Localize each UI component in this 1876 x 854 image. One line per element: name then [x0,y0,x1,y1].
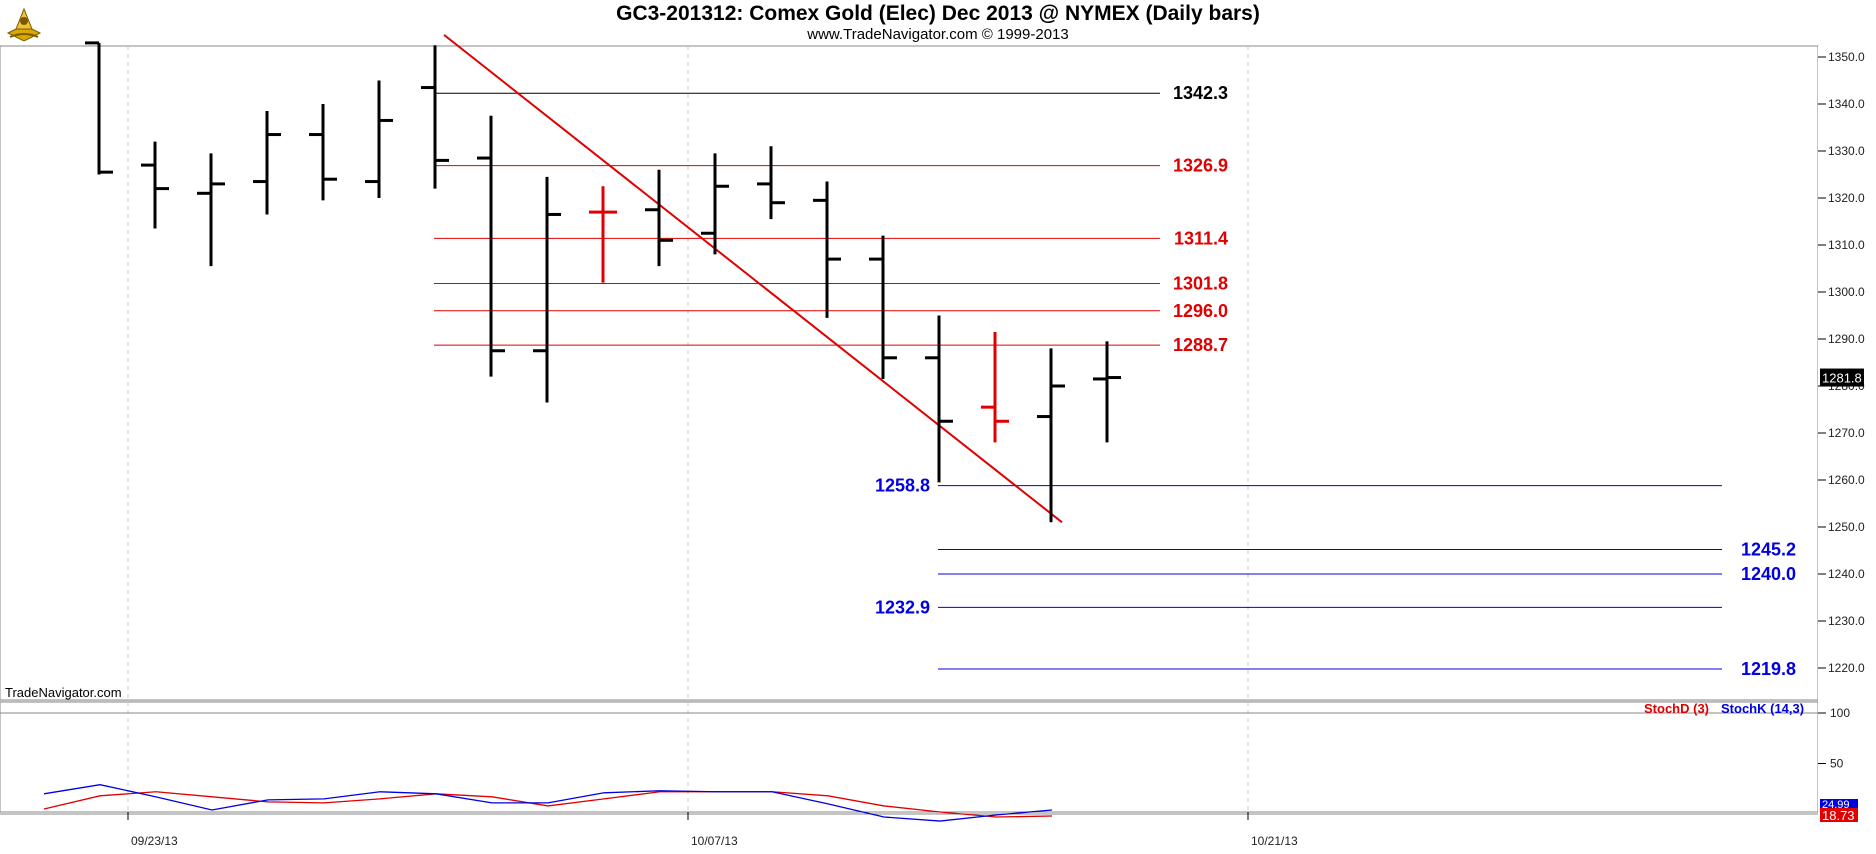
level-label-1288.7: 1288.7 [1173,335,1228,355]
chart-title: GC3-201312: Comex Gold (Elec) Dec 2013 @… [616,2,1260,25]
level-label-1301.8: 1301.8 [1173,274,1228,294]
price-bar [253,111,281,215]
stoch-panel-frame [0,701,1819,813]
trade-navigator-logo-icon [4,3,44,43]
y-tick-label: 1230.0 [1828,614,1865,628]
price-bar [1037,348,1065,523]
y-tick-label: 1250.0 [1828,520,1865,534]
bottom-axis-area [0,813,1876,854]
chart-header: GC3-201312: Comex Gold (Elec) Dec 2013 @… [0,0,1876,46]
y-tick-label: 1340.0 [1828,97,1865,111]
price-axis: 1350.0 1340.0 1330.0 1320.0 1310.0 1300.0 1290… [1818,50,1865,675]
price-bar [309,104,337,201]
price-panel-frame [0,45,1819,701]
trend-line [443,34,1063,524]
stochd-last-label: 18.73 [1822,808,1855,823]
date-axis: 09/23/13 10/07/13 10/21/13 [127,812,1298,848]
price-bar [589,186,617,283]
chart-subtitle: www.TradeNavigator.com © 1999-2013 [807,26,1069,43]
price-bar [141,141,169,229]
right-axis-area [1818,46,1876,854]
level-label-1219.8: 1219.8 [1741,659,1796,679]
level-label-1232.9: 1232.9 [875,597,930,617]
stoch-tick-label: 100 [1830,706,1850,720]
level-label-1342.3: 1342.3 [1173,83,1228,103]
y-tick-label: 1310.0 [1828,238,1865,252]
price-bar [1093,341,1121,443]
price-levels: 1342.3 1326.9 1311.4 1301.8 1296.0 1288.7 1258… [434,83,1796,679]
price-bar [701,153,729,255]
price-bars [85,41,1121,523]
price-bar [365,80,393,198]
last-price-badge [1820,368,1864,387]
price-bar [645,169,673,267]
price-bar [813,181,841,318]
chart-frame [0,45,1876,854]
stochd-legend: StochD (3) [1644,701,1709,716]
stoch-line-d [43,791,1053,818]
stochk-last-badge [1820,799,1858,810]
stoch-line-k [43,784,1053,822]
level-label-1245.2: 1245.2 [1741,540,1796,560]
level-label-1296.0: 1296.0 [1173,301,1228,321]
price-bar [477,115,505,377]
price-bar [981,331,1009,443]
price-bar [533,176,561,403]
level-label-1311.4: 1311.4 [1174,228,1228,248]
date-label-09/23/13: 09/23/13 [131,834,178,848]
y-tick-label: 1220.0 [1828,661,1865,675]
y-tick-label: 1260.0 [1828,473,1865,487]
stoch-tick-label: 50 [1830,757,1844,771]
date-label-10/21/13: 10/21/13 [1251,834,1298,848]
trend-line-layer [443,34,1063,524]
watermark: TradeNavigator.com [5,685,122,700]
price-bar [421,45,449,189]
price-bar [197,153,225,267]
y-tick-label: 1350.0 [1828,50,1865,64]
y-tick-label: 1300.0 [1828,285,1865,299]
stochk-legend: StochK (14,3) [1721,701,1804,716]
y-tick-label: 1330.0 [1828,144,1865,158]
y-tick-label: 1290.0 [1828,332,1865,346]
stochd-last-badge [1820,808,1858,822]
level-label-1240.0: 1240.0 [1741,564,1796,584]
y-tick-label: 1320.0 [1828,191,1865,205]
date-label-10/07/13: 10/07/13 [691,834,738,848]
price-bar [869,235,897,379]
level-label-1258.8: 1258.8 [875,476,930,496]
y-tick-label: 1270.0 [1828,426,1865,440]
price-bar [85,41,113,175]
last-price-label: 1281.8 [1822,371,1862,386]
price-bar [757,146,785,220]
y-tick-label: 1240.0 [1828,567,1865,581]
price-bar [925,315,953,483]
level-label-1326.9: 1326.9 [1173,156,1228,176]
